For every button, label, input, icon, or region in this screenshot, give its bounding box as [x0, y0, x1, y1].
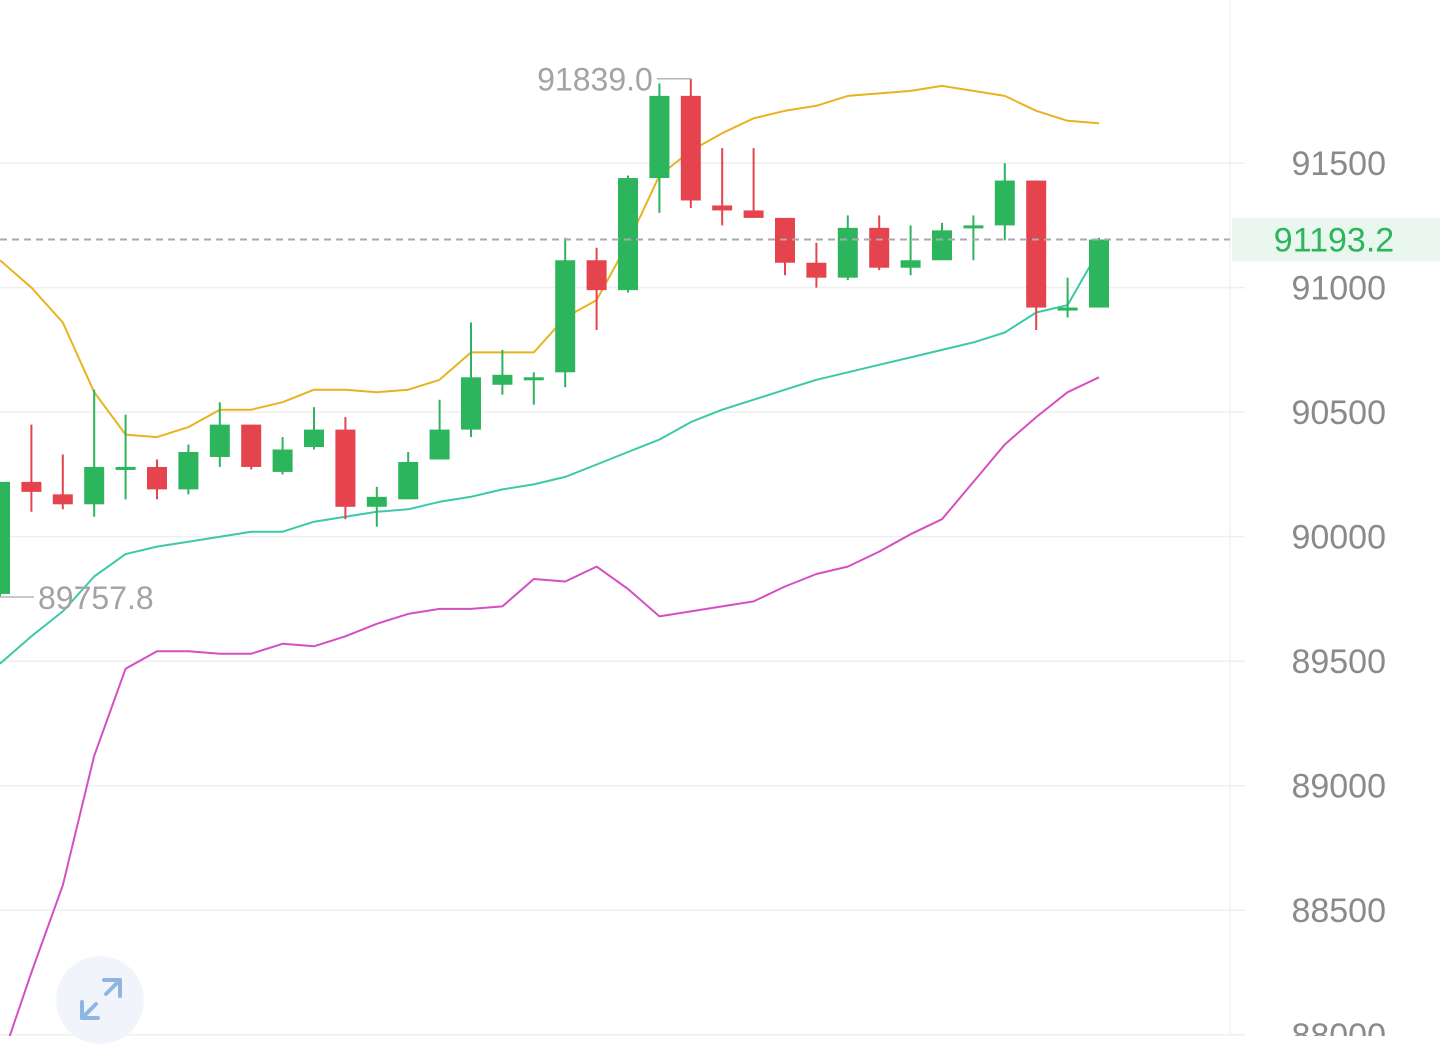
- candle-body: [712, 205, 733, 211]
- candle-body: [335, 429, 356, 507]
- high-price-label: 91839.0: [537, 62, 653, 98]
- candle-body: [492, 374, 513, 385]
- candle[interactable]: [837, 215, 858, 281]
- candle[interactable]: [743, 148, 764, 218]
- candle[interactable]: [461, 322, 481, 438]
- candle[interactable]: [84, 389, 105, 517]
- candle-body: [1026, 180, 1047, 308]
- candle-body: [523, 377, 544, 381]
- bollinger-bands: [0, 84, 1100, 1036]
- candle[interactable]: [0, 481, 10, 597]
- candle[interactable]: [429, 399, 450, 460]
- candle[interactable]: [21, 424, 42, 512]
- candle-body: [649, 95, 670, 179]
- candle[interactable]: [398, 452, 419, 500]
- candle[interactable]: [366, 486, 387, 527]
- candle[interactable]: [209, 402, 230, 467]
- candle[interactable]: [52, 454, 73, 510]
- candle-body: [115, 466, 136, 470]
- candle[interactable]: [1026, 180, 1047, 330]
- candle[interactable]: [900, 225, 921, 276]
- price-markers: 91193.2 91839.0 89757.8: [0, 62, 1440, 616]
- candle[interactable]: [994, 163, 1015, 241]
- candle-body: [837, 227, 858, 278]
- candle[interactable]: [241, 424, 262, 470]
- current-price-label-bg: [1232, 217, 1440, 262]
- candle-body: [869, 227, 890, 268]
- candle[interactable]: [492, 349, 513, 395]
- low-price-label: 89757.8: [38, 580, 154, 616]
- candle-body: [241, 424, 262, 467]
- candle[interactable]: [178, 444, 199, 495]
- current-price-label: 91193.2: [1274, 222, 1394, 260]
- candle-body: [1089, 239, 1109, 308]
- price-axis-tick-label: 91000: [1291, 270, 1386, 308]
- candle[interactable]: [1089, 237, 1109, 308]
- candle[interactable]: [523, 372, 544, 405]
- candle-body: [147, 466, 167, 490]
- candle[interactable]: [932, 222, 952, 261]
- grid-lines: [0, 162, 1245, 1036]
- candle-body: [178, 452, 199, 490]
- expand-arrows-icon: [80, 978, 122, 1020]
- candle[interactable]: [775, 217, 795, 276]
- candles[interactable]: [0, 78, 1109, 597]
- price-axis-tick-label: 90500: [1291, 394, 1386, 432]
- candle[interactable]: [869, 215, 890, 271]
- lower-band-line: [8, 376, 1100, 1036]
- candle-body: [272, 449, 293, 472]
- candle-body: [209, 424, 230, 457]
- candle-body: [0, 481, 10, 594]
- candle[interactable]: [618, 175, 638, 293]
- price-axis-tick-label: 89500: [1291, 643, 1386, 681]
- candle[interactable]: [304, 407, 324, 450]
- candle-body: [586, 260, 607, 291]
- price-axis-tick-label: 90000: [1291, 519, 1386, 557]
- upper-band-line: [0, 84, 1100, 439]
- candle-body: [21, 481, 42, 492]
- candle-body: [366, 496, 387, 507]
- middle-band-line: [0, 249, 1100, 665]
- candle-body: [618, 178, 638, 291]
- candle-body: [743, 210, 764, 218]
- candle[interactable]: [712, 148, 733, 226]
- candle-body: [84, 466, 105, 505]
- candle-body: [429, 429, 450, 460]
- candle-body: [461, 377, 481, 430]
- candle-body: [932, 230, 952, 261]
- candle[interactable]: [586, 247, 607, 330]
- candle-body: [555, 260, 576, 373]
- expand-chart-button[interactable]: [56, 956, 144, 1044]
- candle[interactable]: [555, 237, 576, 388]
- candle-body: [304, 429, 324, 448]
- candle-body: [963, 225, 984, 229]
- price-axis-tick-label: 89000: [1291, 768, 1386, 806]
- price-axis-panel: [1230, 0, 1440, 1036]
- candle-body: [680, 95, 701, 201]
- candle-body: [1057, 307, 1078, 311]
- candle-body: [900, 260, 921, 268]
- candle-body: [806, 262, 827, 278]
- price-axis-tick-label: 88500: [1291, 892, 1386, 930]
- candle-body: [398, 461, 419, 500]
- candle[interactable]: [272, 437, 293, 475]
- candle[interactable]: [680, 78, 701, 208]
- candle[interactable]: [1057, 277, 1078, 318]
- price-axis: 91500 91000 90500 90000 89500 89000 88500 88000: [1291, 145, 1386, 1036]
- candle[interactable]: [963, 215, 984, 261]
- candle-body: [52, 494, 73, 505]
- candle[interactable]: [806, 242, 827, 288]
- candle[interactable]: [115, 414, 136, 500]
- candle-body: [994, 180, 1015, 226]
- candle[interactable]: [335, 417, 356, 520]
- candle[interactable]: [649, 83, 670, 213]
- price-axis-tick-label: 88000: [1291, 1017, 1386, 1036]
- price-axis-tick-label: 91500: [1291, 145, 1386, 183]
- candle[interactable]: [147, 459, 167, 500]
